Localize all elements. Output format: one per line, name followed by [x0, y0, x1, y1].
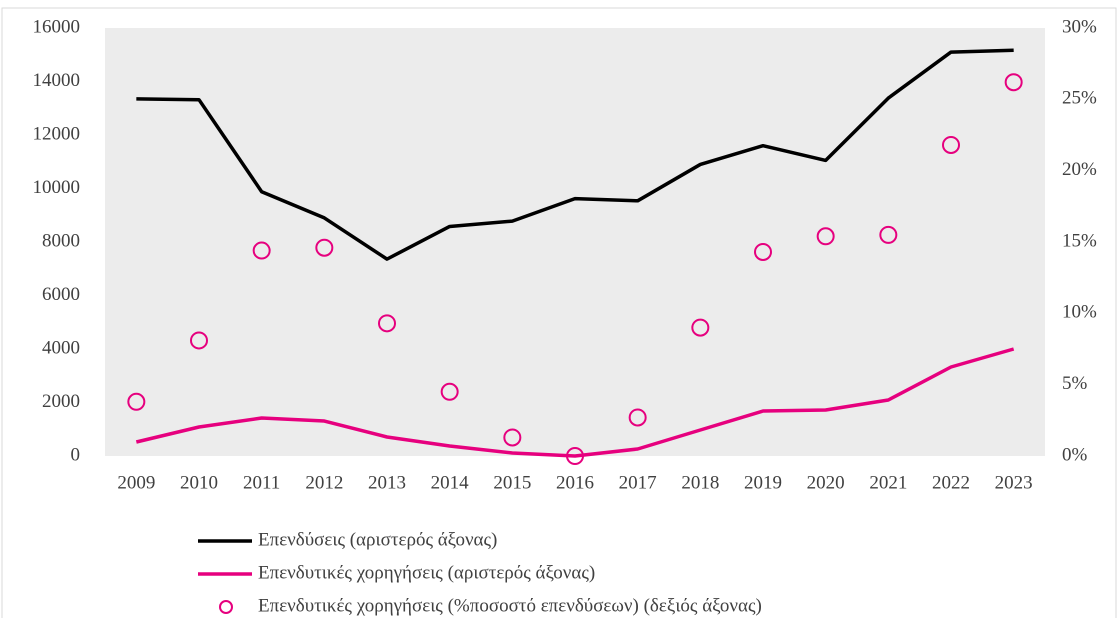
point — [628, 408, 647, 427]
legend-marker — [219, 600, 233, 614]
line — [135, 347, 1015, 458]
x-tick-label: 2017 — [619, 472, 657, 493]
y-tick-label: 8000 — [42, 230, 80, 251]
point — [566, 447, 584, 465]
point — [378, 314, 396, 333]
point — [315, 238, 334, 257]
x-tick-label: 2016 — [556, 472, 594, 493]
x-tick-label: 2010 — [180, 472, 218, 493]
x-tick-label: 2019 — [744, 472, 782, 493]
y2-tick-label: 10% — [1062, 302, 1097, 323]
y-tick-label: 4000 — [42, 337, 80, 358]
x-tick-label: 2014 — [431, 472, 470, 493]
y-tick-label: 10000 — [33, 177, 81, 198]
point — [1004, 73, 1023, 92]
x-tick-label: 2020 — [807, 472, 845, 493]
point — [691, 318, 710, 337]
point — [816, 227, 835, 246]
point — [754, 242, 772, 261]
x-tick-label: 2022 — [932, 472, 970, 493]
legend-label: Επενδυτικές χορηγήσεις (%ποσοστό επενδύσ… — [258, 595, 762, 616]
x-tick-label: 2012 — [305, 472, 343, 493]
y2-tick-label: 20% — [1062, 159, 1097, 180]
point — [942, 135, 960, 154]
y-tick-label: 0 — [71, 444, 81, 465]
x-tick-label: 2015 — [493, 472, 531, 493]
x-tick-label: 2013 — [368, 472, 406, 493]
x-tick-label: 2018 — [681, 472, 719, 493]
y-tick-label: 12000 — [33, 123, 81, 144]
point — [440, 382, 459, 401]
y2-tick-label: 25% — [1062, 88, 1097, 109]
point — [127, 392, 146, 411]
y-tick-label: 16000 — [33, 16, 81, 37]
legend-label: Επενδύσεις (αριστερός άξονας) — [258, 529, 497, 550]
y2-tick-label: 5% — [1062, 373, 1088, 394]
y-tick-label: 14000 — [33, 70, 81, 91]
x-tick-label: 2023 — [995, 472, 1033, 493]
x-tick-label: 2009 — [117, 472, 155, 493]
point — [190, 331, 208, 350]
y-tick-label: 2000 — [42, 391, 80, 412]
legend-label: Επενδυτικές χορηγήσεις (αριστερός άξονας… — [258, 562, 595, 583]
point — [252, 241, 271, 260]
point — [503, 428, 522, 447]
y2-tick-label: 0% — [1062, 444, 1088, 465]
x-tick-label: 2011 — [243, 472, 280, 493]
point — [879, 225, 898, 244]
x-tick-label: 2021 — [869, 472, 907, 493]
y2-tick-label: 15% — [1062, 230, 1097, 251]
line — [136, 48, 1014, 261]
y-tick-label: 6000 — [42, 284, 80, 305]
y2-tick-label: 30% — [1062, 16, 1097, 37]
